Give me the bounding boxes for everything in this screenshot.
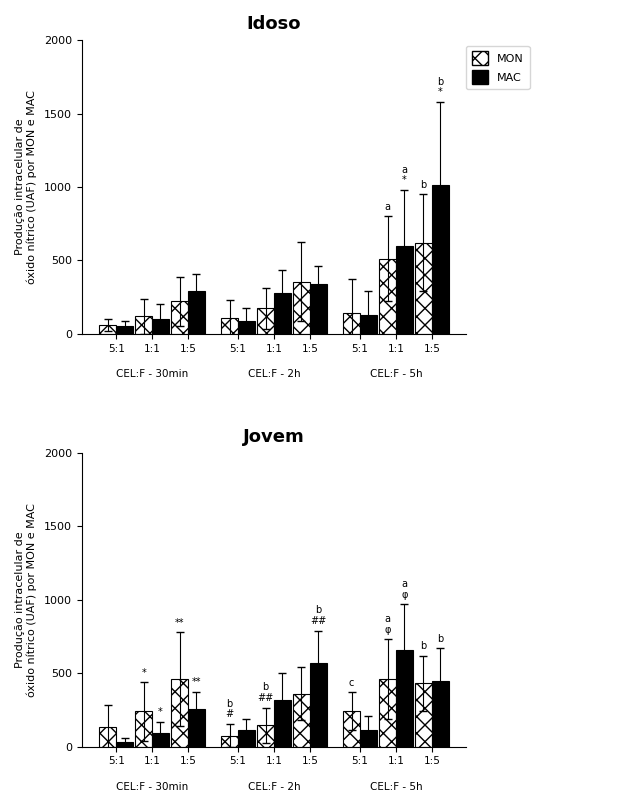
Bar <box>343 711 360 746</box>
Bar <box>135 711 152 746</box>
Bar <box>238 730 255 746</box>
Bar <box>379 259 396 334</box>
Bar <box>238 321 255 334</box>
Text: **: ** <box>191 677 201 687</box>
Text: b: b <box>421 180 426 190</box>
Bar <box>379 679 396 746</box>
Bar <box>343 313 360 334</box>
Y-axis label: Produção intracelular de
óxido nítrico (UAF) por MON e MAC: Produção intracelular de óxido nítrico (… <box>15 503 37 696</box>
Bar <box>152 319 169 334</box>
Bar <box>432 186 449 334</box>
Bar <box>360 730 377 746</box>
Text: a
*: a * <box>401 165 407 186</box>
Title: Idoso: Idoso <box>247 15 301 33</box>
Text: b
##: b ## <box>257 683 273 703</box>
Bar <box>171 302 188 334</box>
Text: b
#: b # <box>226 699 234 719</box>
Bar <box>396 245 413 334</box>
Bar <box>100 727 116 746</box>
Bar <box>100 325 116 334</box>
Bar <box>415 243 432 334</box>
Text: **: ** <box>175 617 184 628</box>
Bar <box>310 663 327 746</box>
Bar <box>274 294 291 334</box>
Bar <box>274 700 291 746</box>
Bar <box>188 291 205 334</box>
Bar <box>293 694 310 746</box>
Bar <box>171 679 188 746</box>
Text: b
##: b ## <box>310 605 326 626</box>
Text: *: * <box>158 707 163 717</box>
Bar <box>188 709 205 746</box>
Text: b: b <box>437 633 443 644</box>
Text: b: b <box>421 641 426 651</box>
Title: Jovem: Jovem <box>243 428 305 445</box>
Text: c: c <box>349 678 354 688</box>
Bar <box>135 316 152 334</box>
Bar <box>221 318 238 334</box>
Bar <box>310 284 327 334</box>
Bar <box>415 684 432 746</box>
Text: *: * <box>141 667 146 678</box>
Bar <box>116 742 133 746</box>
Bar <box>152 734 169 746</box>
Bar <box>293 282 310 334</box>
Bar <box>396 650 413 746</box>
Legend: MON, MAC: MON, MAC <box>466 46 530 90</box>
Bar <box>221 735 238 746</box>
Y-axis label: Produção intracelular de
óxido nítrico (UAF) por MON e MAC: Produção intracelular de óxido nítrico (… <box>15 90 37 284</box>
Bar <box>116 326 133 334</box>
Bar <box>257 308 274 334</box>
Text: a: a <box>385 202 390 212</box>
Bar <box>360 315 377 334</box>
Text: a
φ: a φ <box>401 579 408 600</box>
Text: a
φ: a φ <box>385 614 391 635</box>
Bar <box>257 725 274 746</box>
Bar <box>432 680 449 746</box>
Text: b
*: b * <box>437 77 443 98</box>
